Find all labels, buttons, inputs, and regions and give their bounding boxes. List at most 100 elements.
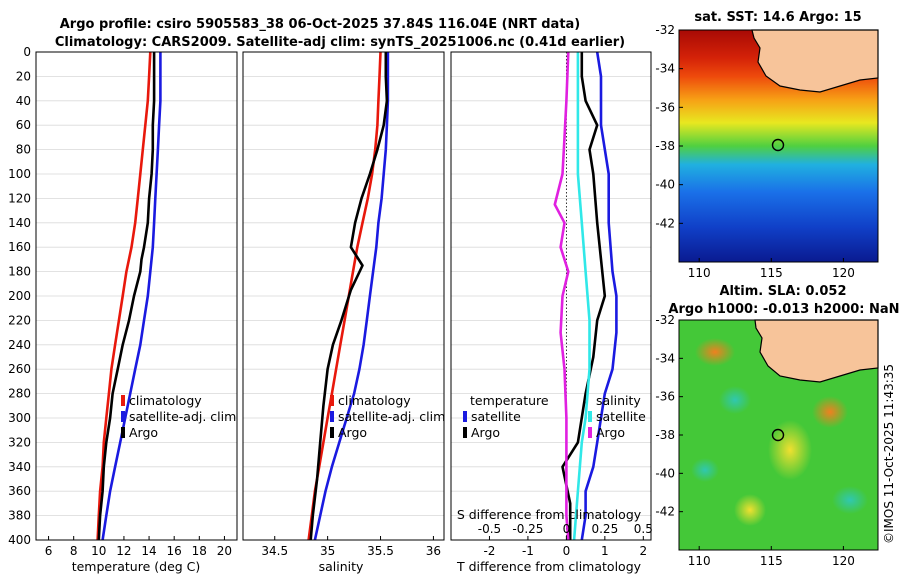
- map-x-tick-label: 115: [760, 266, 783, 280]
- map-y-tick-label: -40: [655, 466, 675, 480]
- legend-climatology: climatology: [129, 393, 202, 408]
- series-t-satellite: [580, 52, 618, 540]
- sla-anomaly: [812, 396, 848, 428]
- x-tick-label: 0: [563, 544, 571, 558]
- sst-map: 110 115 120 -32 -34 -36 -38 -40 -42: [655, 23, 879, 280]
- sla-argo-marker: [771, 428, 785, 442]
- difference-legend: temperature satellite Argo salinity sate…: [463, 393, 646, 440]
- map-y-tick-label: -32: [655, 23, 675, 37]
- imos-timestamp: ©IMOS 11-Oct-2025 11:43:35: [882, 364, 896, 544]
- series-t-argo: [561, 52, 607, 540]
- sla-anomaly: [719, 386, 751, 414]
- legend-swatch-t-argo: [463, 427, 467, 438]
- temperature-legend: climatology satellite-adj. clim Argo: [121, 393, 236, 440]
- legend-argo: Argo: [129, 425, 158, 440]
- x-tick-label: 8: [70, 544, 78, 558]
- map-y-tick-label: -40: [655, 178, 675, 192]
- legend-swatch-t-satellite: [463, 411, 467, 422]
- map-x-tick-label: 120: [832, 554, 855, 568]
- x-tick-label: 18: [192, 544, 207, 558]
- legend-argo: Argo: [338, 425, 367, 440]
- map-y-tick-label: -36: [655, 100, 675, 114]
- s-diff-tick-label: -0.5: [478, 522, 501, 536]
- depth-tick-label: 380: [8, 509, 31, 523]
- x-tick-label: -2: [483, 544, 495, 558]
- map-x-tick-label: 115: [760, 554, 783, 568]
- s-diff-tick-label: 0.5: [634, 522, 653, 536]
- map-y-tick-label: -34: [655, 351, 675, 365]
- depth-tick-label: 300: [8, 411, 31, 425]
- temperature-axis-label: temperature (deg C): [72, 559, 201, 574]
- depth-tick-label: 140: [8, 216, 31, 230]
- panel-frame: [450, 51, 652, 541]
- x-tick-label: 1: [601, 544, 609, 558]
- x-tick-label: 20: [217, 544, 232, 558]
- legend-swatch-argo: [121, 427, 125, 438]
- map-x-tick-label: 120: [832, 266, 855, 280]
- sla-map-title-line1: Altim. SLA: 0.052: [720, 284, 847, 299]
- depth-tick-label: 40: [16, 94, 31, 108]
- map-y-tick-label: -34: [655, 62, 675, 76]
- depth-tick-label: 100: [8, 167, 31, 181]
- depth-tick-label: 0: [23, 45, 31, 59]
- legend-swatch-climatology: [330, 395, 334, 406]
- x-tick-label: 16: [167, 544, 182, 558]
- depth-tick-label: 240: [8, 338, 31, 352]
- difference-panel: -2 -1 0 1 2 -0.5 -0.25 0 0.25 0.5: [450, 51, 653, 558]
- legend-swatch-satellite: [121, 411, 125, 422]
- legend-satellite-adj: satellite-adj. clim: [129, 409, 236, 424]
- depth-tick-label: 200: [8, 289, 31, 303]
- map-y-tick-label: -42: [655, 505, 675, 519]
- depth-tick-label: 160: [8, 240, 31, 254]
- series-s-argo: [553, 52, 570, 540]
- salinity-axis-label: salinity: [319, 559, 364, 574]
- s-diff-tick-label: 0.25: [591, 522, 618, 536]
- depth-tick-label: 60: [16, 118, 31, 132]
- x-tick-label: 10: [91, 544, 106, 558]
- legend-swatch-argo: [330, 427, 334, 438]
- depth-tick-label: 320: [8, 435, 31, 449]
- x-tick-label: 12: [116, 544, 131, 558]
- sla-anomaly: [768, 420, 812, 480]
- s-difference-axis-label: S difference from climatology: [457, 507, 642, 522]
- legend-swatch-satellite: [330, 411, 334, 422]
- x-tick-label: 36: [426, 544, 441, 558]
- salinity-panel: 34.5 35 35.5 36: [242, 51, 445, 558]
- legend-satellite-adj: satellite-adj. clim: [338, 409, 445, 424]
- depth-tick-label: 360: [8, 484, 31, 498]
- depth-tick-label: 20: [16, 69, 31, 83]
- panel-frame: [242, 51, 445, 541]
- series-satellite-adj-clim: [101, 52, 162, 540]
- depth-axis: 0 20 40 60 80 100 120 140 160 180 200 220 240 260 280 3…: [8, 45, 31, 547]
- map-y-tick-label: -36: [655, 390, 675, 404]
- x-tick-label: 14: [141, 544, 156, 558]
- series-s-satellite: [572, 52, 591, 540]
- series-argo: [309, 52, 389, 540]
- x-tick-label: 35: [320, 544, 335, 558]
- panel-frame: [35, 51, 238, 541]
- figure-title-line2: Climatology: CARS2009. Satellite-adj cli…: [55, 35, 625, 50]
- map-y-tick-label: -32: [655, 313, 675, 327]
- legend-s-argo: Argo: [596, 425, 625, 440]
- sla-map: 110 115 120 -32 -34 -36 -38 -40 -42: [655, 313, 879, 568]
- depth-tick-label: 120: [8, 191, 31, 205]
- depth-tick-label: 400: [8, 533, 31, 547]
- x-tick-label: 2: [639, 544, 647, 558]
- legend-s-satellite: satellite: [596, 409, 646, 424]
- sla-anomaly: [832, 486, 868, 514]
- sla-anomaly: [691, 458, 719, 482]
- depth-tick-label: 80: [16, 143, 31, 157]
- depth-tick-label: 280: [8, 387, 31, 401]
- depth-tick-label: 220: [8, 313, 31, 327]
- legend-swatch-climatology: [121, 395, 125, 406]
- legend-title-temperature: temperature: [470, 393, 549, 408]
- sla-anomaly: [695, 338, 735, 366]
- map-x-tick-label: 110: [688, 266, 711, 280]
- legend-climatology: climatology: [338, 393, 411, 408]
- x-tick-label: -1: [522, 544, 534, 558]
- map-y-tick-label: -42: [655, 216, 675, 230]
- depth-tick-label: 260: [8, 362, 31, 376]
- figure-title-line1: Argo profile: csiro 5905583_38 06-Oct-20…: [60, 17, 581, 32]
- legend-title-salinity: salinity: [596, 393, 641, 408]
